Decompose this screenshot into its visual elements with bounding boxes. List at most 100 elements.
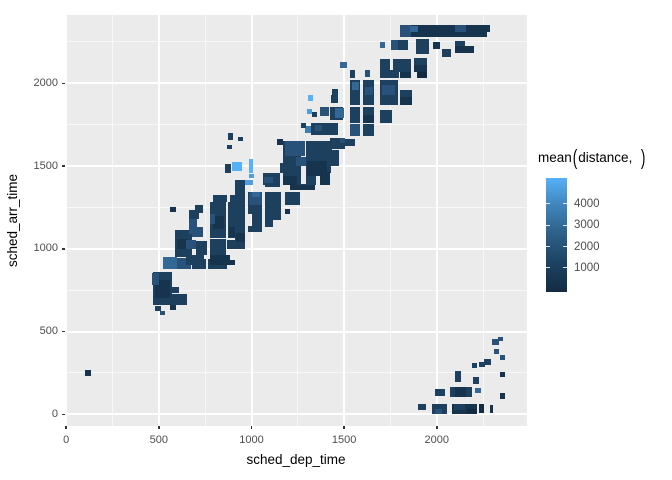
legend-tick-left xyxy=(546,246,550,247)
tile xyxy=(330,137,346,150)
tile xyxy=(499,371,505,377)
tile xyxy=(320,171,331,185)
tile xyxy=(364,70,370,77)
tile xyxy=(307,161,328,176)
y-major-gridline xyxy=(65,413,527,416)
tile xyxy=(316,141,333,166)
tile xyxy=(399,25,487,37)
legend-tick-label: 2000 xyxy=(574,240,600,253)
tile xyxy=(171,293,187,306)
y-major-gridline xyxy=(65,330,527,333)
tile xyxy=(415,39,429,55)
tile xyxy=(380,59,391,75)
legend-title-close-paren: ) xyxy=(640,145,646,170)
tile xyxy=(245,180,254,186)
tile xyxy=(284,141,306,157)
x-tick-label: 2000 xyxy=(424,434,450,446)
tile xyxy=(227,239,235,249)
y-tick-label: 2000 xyxy=(33,76,58,89)
tile xyxy=(478,404,484,414)
tile xyxy=(350,80,361,105)
tile xyxy=(171,286,180,294)
tile xyxy=(494,349,500,355)
tile xyxy=(390,40,409,51)
tile xyxy=(301,123,306,128)
tile xyxy=(189,209,199,219)
tile xyxy=(472,363,478,369)
tile xyxy=(235,180,246,200)
tile xyxy=(332,89,338,95)
tile xyxy=(195,240,207,256)
tile xyxy=(170,207,176,213)
tile xyxy=(340,137,346,143)
tile xyxy=(432,404,447,415)
tile xyxy=(340,61,348,69)
tile xyxy=(479,361,485,367)
tile xyxy=(155,280,170,299)
x-axis-title: sched_dep_time xyxy=(246,452,346,467)
tile xyxy=(380,109,393,123)
x-axis-tick xyxy=(343,426,345,429)
tile xyxy=(399,25,411,37)
tile xyxy=(484,359,492,365)
tile xyxy=(307,108,312,114)
legend-tick-label: 3000 xyxy=(574,219,600,232)
tile xyxy=(235,199,246,249)
tile xyxy=(413,65,428,73)
tile xyxy=(364,87,373,95)
y-tick-label: 500 xyxy=(39,325,58,338)
y-major-gridline xyxy=(65,247,527,250)
tile xyxy=(159,310,165,316)
tile xyxy=(285,209,291,214)
tile xyxy=(229,227,240,238)
tile xyxy=(265,219,274,228)
x-tick-label: 500 xyxy=(149,434,169,446)
tile xyxy=(251,214,262,226)
tile xyxy=(362,114,374,123)
tile xyxy=(252,191,261,198)
y-axis-tick xyxy=(62,82,65,85)
tile xyxy=(263,176,273,184)
y-axis-tick xyxy=(62,330,65,333)
tile xyxy=(417,70,428,79)
tile xyxy=(418,403,426,410)
tile xyxy=(185,239,196,249)
tile xyxy=(308,94,314,101)
x-minor-gridline xyxy=(389,15,391,426)
x-major-gridline xyxy=(435,15,438,426)
tile xyxy=(435,409,443,415)
y-minor-gridline xyxy=(65,289,527,291)
tile xyxy=(380,41,386,49)
tile xyxy=(212,215,224,229)
x-axis-tick xyxy=(250,426,253,429)
y-axis-tick xyxy=(62,248,65,250)
tile xyxy=(345,139,355,146)
legend-tick-right xyxy=(563,246,567,247)
tile xyxy=(499,392,505,399)
y-minor-gridline xyxy=(65,41,527,43)
tile xyxy=(235,233,245,243)
tile xyxy=(210,214,216,224)
tile xyxy=(312,111,317,117)
tile xyxy=(265,191,281,220)
x-axis-tick xyxy=(158,426,160,429)
legend-tick-label: 1000 xyxy=(574,261,600,274)
tile xyxy=(238,136,243,142)
legend-tick-label: 4000 xyxy=(574,197,600,210)
tile xyxy=(362,123,374,137)
y-tick-label: 0 xyxy=(51,407,58,420)
tile xyxy=(249,173,254,179)
x-major-gridline xyxy=(343,15,346,426)
tile xyxy=(486,25,491,33)
tile xyxy=(331,94,338,104)
x-major-gridline xyxy=(157,15,160,426)
tile xyxy=(229,259,236,266)
tile xyxy=(290,184,316,191)
tile xyxy=(314,124,322,132)
legend-tick-right xyxy=(563,224,567,226)
tile xyxy=(350,106,361,124)
y-minor-gridline xyxy=(65,372,527,374)
tile xyxy=(210,254,230,266)
tile xyxy=(230,195,239,202)
y-axis-tick xyxy=(62,413,65,416)
